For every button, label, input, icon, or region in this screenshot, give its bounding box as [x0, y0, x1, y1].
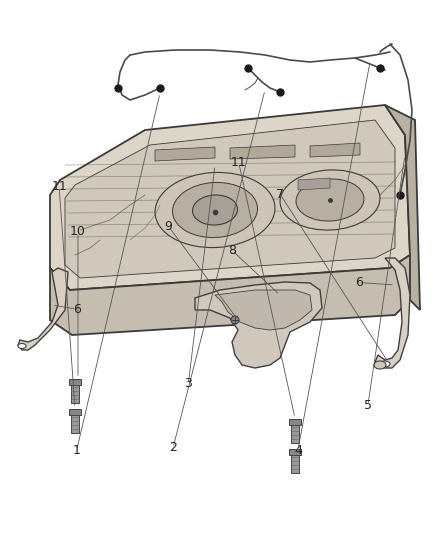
Text: 7: 7: [276, 188, 284, 201]
Polygon shape: [215, 290, 312, 330]
Text: 11: 11: [51, 180, 67, 193]
Ellipse shape: [280, 170, 380, 230]
Polygon shape: [195, 282, 322, 368]
Text: 10: 10: [70, 225, 86, 238]
Ellipse shape: [173, 182, 258, 238]
Polygon shape: [69, 409, 81, 415]
Ellipse shape: [155, 172, 275, 248]
Text: 8: 8: [228, 244, 236, 257]
Polygon shape: [289, 449, 301, 455]
Ellipse shape: [374, 361, 386, 369]
Polygon shape: [71, 385, 79, 403]
Polygon shape: [375, 258, 410, 368]
Polygon shape: [71, 415, 79, 433]
Polygon shape: [291, 425, 299, 443]
Polygon shape: [291, 455, 299, 473]
Text: 3: 3: [184, 377, 192, 390]
Ellipse shape: [380, 361, 390, 367]
Polygon shape: [230, 145, 295, 159]
Polygon shape: [18, 268, 68, 350]
Polygon shape: [69, 379, 81, 385]
Text: 5: 5: [364, 399, 372, 411]
Polygon shape: [50, 105, 410, 290]
Polygon shape: [50, 255, 410, 335]
Text: 6: 6: [73, 303, 81, 316]
Ellipse shape: [18, 343, 26, 349]
Polygon shape: [298, 178, 330, 190]
Text: 4: 4: [294, 444, 302, 457]
Ellipse shape: [231, 316, 239, 324]
Polygon shape: [65, 120, 395, 278]
Text: 1: 1: [73, 444, 81, 457]
Text: 6: 6: [355, 276, 363, 289]
Polygon shape: [385, 105, 420, 310]
Polygon shape: [155, 147, 215, 161]
Text: 11: 11: [231, 156, 247, 169]
Ellipse shape: [296, 179, 364, 221]
Text: 2: 2: [169, 441, 177, 454]
Polygon shape: [310, 143, 360, 157]
Text: 9: 9: [165, 220, 173, 233]
Ellipse shape: [193, 195, 237, 225]
Polygon shape: [289, 419, 301, 425]
